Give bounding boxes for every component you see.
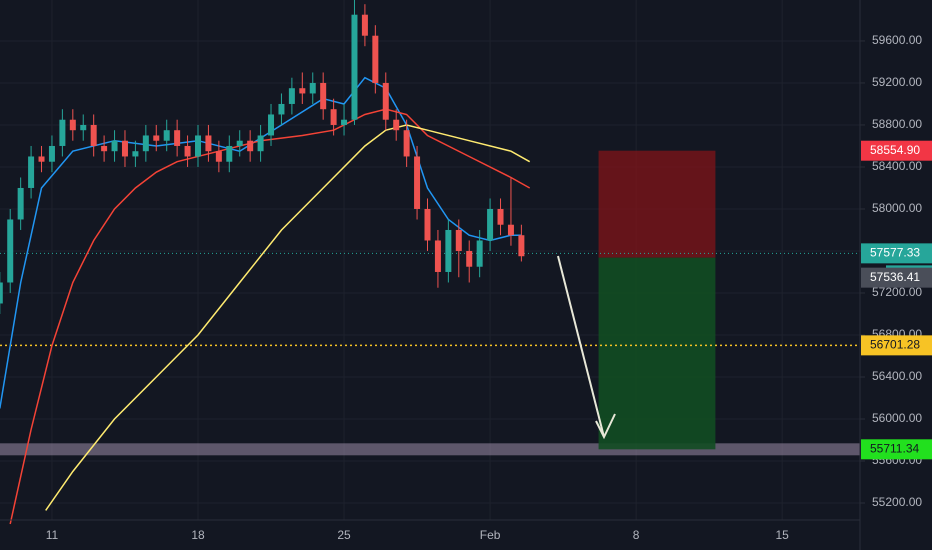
candle-body (142, 135, 149, 152)
target-zone (598, 257, 716, 450)
candle-body (320, 82, 327, 110)
price-label: 56701.28 (870, 338, 920, 352)
price-label-bg (861, 243, 932, 264)
candle-body (226, 145, 233, 162)
candle-body (487, 208, 494, 241)
candle-body (403, 130, 410, 157)
candle-body (268, 114, 275, 136)
candle-body (59, 119, 66, 146)
candle-body (28, 156, 35, 188)
y-tick-label: 58400.00 (872, 159, 922, 173)
y-tick-label: 55200.00 (872, 495, 922, 509)
candle-body (466, 250, 473, 267)
candle-body (121, 140, 128, 157)
candle-body (236, 140, 243, 146)
candle-body (0, 282, 3, 304)
y-tick-label: 58800.00 (872, 117, 922, 131)
arrow (557, 255, 605, 438)
axes: 55200.0055600.0056000.0056400.0056800.00… (46, 33, 932, 542)
candle-body (414, 156, 421, 209)
candle-body (372, 35, 379, 83)
price-label: 57577.33 (870, 246, 920, 260)
x-tick-label: 15 (775, 528, 789, 542)
candle-body (309, 82, 316, 94)
candle-body (393, 119, 400, 131)
candle-body (278, 103, 285, 115)
candle-body (288, 88, 295, 104)
price-label-bg (861, 140, 932, 161)
candle-body (247, 140, 254, 152)
price-label-bg (861, 335, 932, 356)
candle-body (184, 145, 191, 157)
overlay (557, 255, 616, 440)
y-tick-label: 57200.00 (872, 285, 922, 299)
grid (0, 0, 860, 520)
candle-body (341, 119, 348, 125)
stop-zone (598, 150, 716, 258)
candle-body (361, 14, 368, 36)
price-label-bg (861, 267, 932, 288)
candle-body (424, 208, 431, 241)
candle-body (101, 145, 108, 152)
candle-body (330, 109, 337, 125)
price-label: 55711.34 (870, 441, 919, 455)
candle-body (69, 119, 76, 131)
candle-body (90, 124, 97, 146)
candle-body (80, 124, 87, 131)
plot (0, 0, 860, 525)
candle-body (445, 229, 452, 272)
x-tick-label: 25 (337, 528, 351, 542)
candle-body (497, 208, 504, 225)
y-tick-label: 58000.00 (872, 201, 922, 215)
moving-average (45, 124, 531, 511)
x-tick-label: Feb (480, 528, 501, 542)
candle-body (194, 135, 201, 157)
candle-body (455, 229, 462, 251)
price-label: 58554.90 (870, 143, 920, 157)
y-tick-label: 56000.00 (872, 411, 922, 425)
candle-body (518, 235, 525, 257)
candle-body (7, 219, 14, 283)
candle-body (17, 187, 24, 220)
target-band (0, 443, 860, 456)
price-label-bg (861, 439, 932, 460)
candle-body (351, 14, 358, 120)
candle-body (476, 240, 483, 267)
x-tick-label: 18 (191, 528, 205, 542)
candle-body (38, 156, 45, 162)
candle-body (205, 135, 212, 152)
x-tick-label: 11 (46, 528, 59, 542)
x-tick-label: 8 (633, 528, 640, 542)
candle-body (48, 145, 55, 162)
candle-body (153, 135, 160, 141)
arrow-head (595, 413, 616, 440)
candle-body (174, 130, 181, 146)
candle-body (111, 140, 118, 152)
y-tick-label: 56400.00 (872, 369, 922, 383)
y-tick-label: 59200.00 (872, 75, 922, 89)
candle-body (257, 135, 264, 152)
candle-body (163, 130, 170, 141)
candle-body (434, 240, 441, 272)
candle-body (215, 151, 222, 162)
y-tick-label: 59600.00 (872, 33, 922, 47)
candle-body (382, 82, 389, 120)
price-label: 57536.41 (870, 270, 920, 284)
candle-body (507, 224, 514, 236)
candle-body (132, 151, 139, 157)
candle-body (299, 88, 306, 94)
